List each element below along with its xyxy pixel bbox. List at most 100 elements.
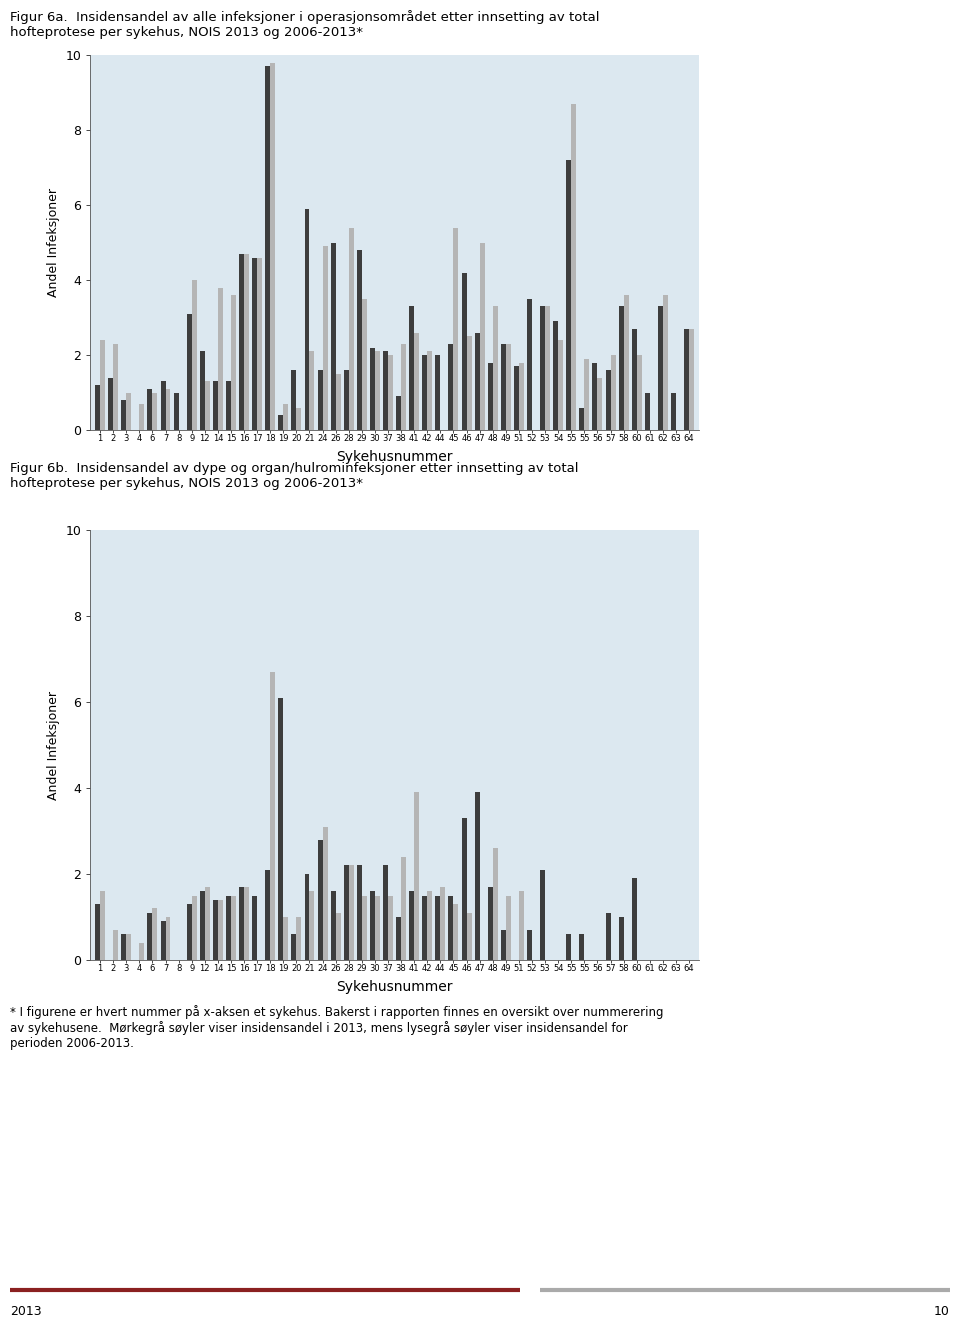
Bar	[453, 228, 459, 430]
Bar	[462, 818, 467, 960]
Bar	[204, 886, 209, 960]
Bar	[414, 793, 420, 960]
Bar	[160, 921, 165, 960]
Bar	[113, 343, 118, 430]
Bar	[671, 393, 676, 430]
Bar	[330, 892, 336, 960]
Bar	[488, 362, 492, 430]
Bar	[488, 886, 492, 960]
Bar	[239, 886, 244, 960]
Bar	[388, 355, 393, 430]
Text: Figur 6a.  Insidensandel av alle infeksjoner i operasjonsområdet etter innsettin: Figur 6a. Insidensandel av alle infeksjo…	[10, 9, 599, 39]
Bar	[213, 900, 218, 960]
Bar	[192, 896, 197, 960]
Bar	[448, 343, 453, 430]
Bar	[344, 370, 348, 430]
Bar	[121, 400, 126, 430]
Bar	[636, 355, 641, 430]
Bar	[292, 935, 297, 960]
Bar	[467, 913, 471, 960]
Bar	[192, 280, 197, 430]
Bar	[309, 351, 315, 430]
Bar	[265, 870, 270, 960]
Bar	[436, 355, 441, 430]
Bar	[270, 63, 276, 430]
Bar	[663, 295, 668, 430]
Bar	[252, 896, 257, 960]
Bar	[126, 935, 132, 960]
Bar	[165, 389, 171, 430]
Bar	[330, 243, 336, 430]
Bar	[480, 243, 485, 430]
Bar	[257, 257, 262, 430]
Bar	[95, 904, 100, 960]
Bar	[375, 351, 380, 430]
Bar	[597, 378, 603, 430]
Bar	[148, 389, 153, 430]
Bar	[409, 306, 414, 430]
Bar	[441, 886, 445, 960]
Bar	[396, 917, 401, 960]
Bar	[336, 913, 341, 960]
Bar	[566, 935, 571, 960]
Bar	[474, 333, 480, 430]
Bar	[527, 299, 532, 430]
X-axis label: Sykehusnummer: Sykehusnummer	[336, 451, 453, 464]
Bar	[606, 913, 611, 960]
Bar	[344, 865, 348, 960]
Bar	[375, 896, 380, 960]
Bar	[318, 839, 323, 960]
Bar	[186, 314, 192, 430]
Bar	[244, 886, 249, 960]
Bar	[252, 257, 257, 430]
Bar	[618, 917, 624, 960]
Bar	[414, 333, 420, 430]
Bar	[388, 896, 393, 960]
Bar	[506, 343, 511, 430]
Bar	[218, 287, 223, 430]
X-axis label: Sykehusnummer: Sykehusnummer	[336, 980, 453, 994]
Bar	[270, 672, 276, 960]
Bar	[218, 900, 223, 960]
Bar	[153, 393, 157, 430]
Bar	[492, 306, 497, 430]
Bar	[474, 793, 480, 960]
Bar	[323, 247, 327, 430]
Bar	[383, 351, 388, 430]
Bar	[336, 374, 341, 430]
Text: 2013: 2013	[10, 1305, 41, 1318]
Bar	[422, 896, 427, 960]
Bar	[292, 370, 297, 430]
Bar	[304, 874, 309, 960]
Bar	[422, 355, 427, 430]
Bar	[585, 359, 589, 430]
Bar	[492, 849, 497, 960]
Bar	[545, 306, 550, 430]
Bar	[370, 892, 375, 960]
Bar	[462, 272, 467, 430]
Bar	[148, 913, 153, 960]
Bar	[632, 329, 636, 430]
Bar	[618, 306, 624, 430]
Bar	[606, 370, 611, 430]
Bar	[108, 378, 113, 430]
Bar	[200, 892, 204, 960]
Bar	[323, 826, 327, 960]
Bar	[304, 209, 309, 430]
Bar	[645, 393, 650, 430]
Bar	[139, 943, 144, 960]
Bar	[566, 160, 571, 430]
Text: * I figurene er hvert nummer på x-aksen et sykehus. Bakerst i rapporten finnes e: * I figurene er hvert nummer på x-aksen …	[10, 1004, 663, 1050]
Bar	[309, 892, 315, 960]
Bar	[278, 414, 283, 430]
Bar	[453, 904, 459, 960]
Bar	[401, 343, 406, 430]
Bar	[153, 908, 157, 960]
Text: 10: 10	[934, 1305, 950, 1318]
Bar	[265, 66, 270, 430]
Bar	[297, 408, 301, 430]
Bar	[396, 396, 401, 430]
Bar	[231, 896, 236, 960]
Bar	[348, 865, 353, 960]
Bar	[186, 904, 192, 960]
